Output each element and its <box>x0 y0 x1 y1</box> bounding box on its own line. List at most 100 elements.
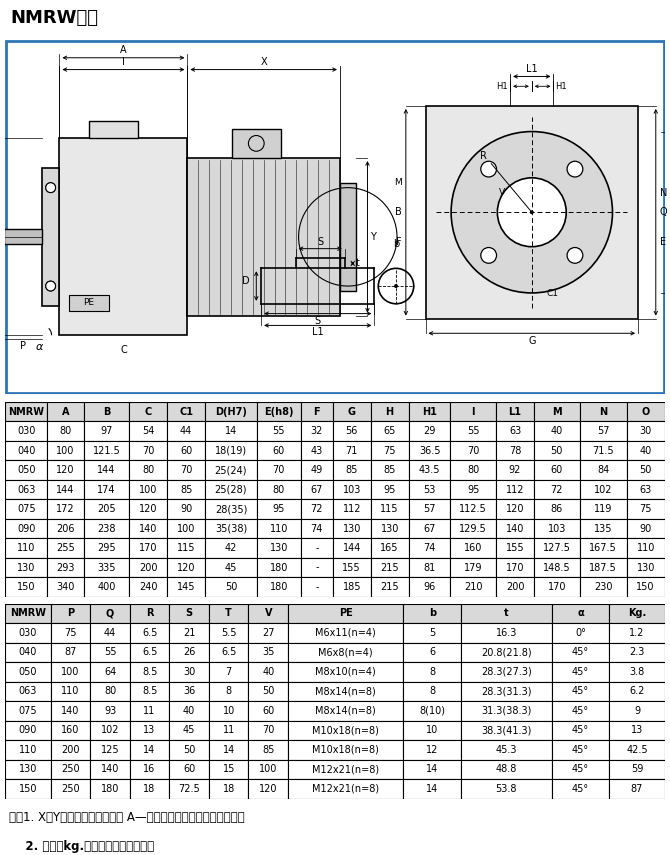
Bar <box>610 604 665 623</box>
Bar <box>5 577 47 597</box>
Text: 45°: 45° <box>572 784 589 793</box>
Text: 84: 84 <box>597 465 609 475</box>
Text: 10: 10 <box>426 725 438 735</box>
Text: 7: 7 <box>226 667 232 677</box>
Bar <box>232 128 281 158</box>
Text: F: F <box>314 407 320 416</box>
Bar <box>626 480 665 499</box>
Bar <box>496 499 534 519</box>
Bar <box>288 681 403 701</box>
Bar <box>610 721 665 740</box>
Text: 050: 050 <box>17 465 36 475</box>
Bar <box>205 441 257 460</box>
Text: 45.3: 45.3 <box>496 745 517 755</box>
Text: 74: 74 <box>423 543 436 553</box>
Bar <box>90 623 130 643</box>
Bar <box>626 422 665 441</box>
Text: X: X <box>261 56 267 67</box>
Text: 0°: 0° <box>575 628 586 638</box>
Bar <box>580 422 626 441</box>
Bar <box>626 539 665 557</box>
Text: NMRW: NMRW <box>10 609 46 618</box>
Bar <box>90 721 130 740</box>
Text: C1: C1 <box>547 290 559 298</box>
Bar <box>301 480 333 499</box>
Bar <box>496 519 534 539</box>
Bar <box>170 779 209 799</box>
Bar <box>170 681 209 701</box>
Bar <box>496 441 534 460</box>
Bar <box>371 499 409 519</box>
Text: 32: 32 <box>311 426 323 436</box>
Text: t: t <box>504 609 509 618</box>
Text: 238: 238 <box>97 523 116 534</box>
Text: 115: 115 <box>381 504 399 514</box>
Text: H1: H1 <box>496 82 508 91</box>
Bar <box>371 519 409 539</box>
Bar <box>403 643 461 662</box>
Bar <box>580 577 626 597</box>
Bar <box>42 168 60 306</box>
Text: 28.3(31.3): 28.3(31.3) <box>481 687 532 696</box>
Bar <box>84 460 129 480</box>
Text: 85: 85 <box>262 745 275 755</box>
Text: 注：1. X、Y尺寸参见本公司样本 A—《通用电机》篇中的尺寸部分；: 注：1. X、Y尺寸参见本公司样本 A—《通用电机》篇中的尺寸部分； <box>9 811 245 823</box>
Text: 48.8: 48.8 <box>496 764 517 775</box>
Bar <box>450 539 496 557</box>
Bar <box>51 681 90 701</box>
Text: 130: 130 <box>342 523 361 534</box>
Text: 110: 110 <box>269 523 288 534</box>
Bar <box>249 604 288 623</box>
Text: 100: 100 <box>56 445 74 456</box>
Text: Q: Q <box>106 609 114 618</box>
Text: 8(10): 8(10) <box>419 706 446 716</box>
Bar <box>47 519 84 539</box>
Text: 87: 87 <box>631 784 643 793</box>
Text: 210: 210 <box>464 582 482 592</box>
Text: 8: 8 <box>226 687 232 696</box>
Text: 75: 75 <box>64 628 76 638</box>
Bar <box>610 779 665 799</box>
Bar <box>130 623 170 643</box>
Circle shape <box>567 247 583 263</box>
Text: 340: 340 <box>56 582 74 592</box>
Text: 53.8: 53.8 <box>496 784 517 793</box>
Text: M10x18(n=8): M10x18(n=8) <box>312 745 379 755</box>
Circle shape <box>481 247 496 263</box>
Bar <box>51 662 90 681</box>
Bar <box>47 539 84 557</box>
Text: 43.5: 43.5 <box>419 465 440 475</box>
Text: 120: 120 <box>259 784 277 793</box>
Bar <box>84 402 129 422</box>
Bar <box>610 643 665 662</box>
Text: 110: 110 <box>61 687 80 696</box>
Text: 45°: 45° <box>572 647 589 657</box>
Text: 30: 30 <box>183 667 195 677</box>
Bar <box>5 779 51 799</box>
Bar <box>301 402 333 422</box>
Bar <box>90 643 130 662</box>
Text: 295: 295 <box>97 543 116 553</box>
Bar <box>249 701 288 721</box>
Bar <box>90 740 130 759</box>
Bar <box>170 662 209 681</box>
Bar <box>257 577 301 597</box>
Bar <box>425 106 638 319</box>
Bar <box>170 604 209 623</box>
Bar <box>288 721 403 740</box>
Bar <box>288 779 403 799</box>
Text: 18(19): 18(19) <box>215 445 247 456</box>
Text: 44: 44 <box>180 426 192 436</box>
Bar <box>340 183 356 291</box>
Text: 80: 80 <box>104 687 116 696</box>
Text: 215: 215 <box>381 563 399 573</box>
Bar <box>301 422 333 441</box>
Text: V: V <box>265 609 272 618</box>
Text: 45°: 45° <box>572 706 589 716</box>
Text: 6: 6 <box>429 647 436 657</box>
Bar <box>5 519 47 539</box>
Text: 15: 15 <box>222 764 235 775</box>
Text: 170: 170 <box>506 563 524 573</box>
Bar <box>129 441 167 460</box>
Bar <box>403 662 461 681</box>
